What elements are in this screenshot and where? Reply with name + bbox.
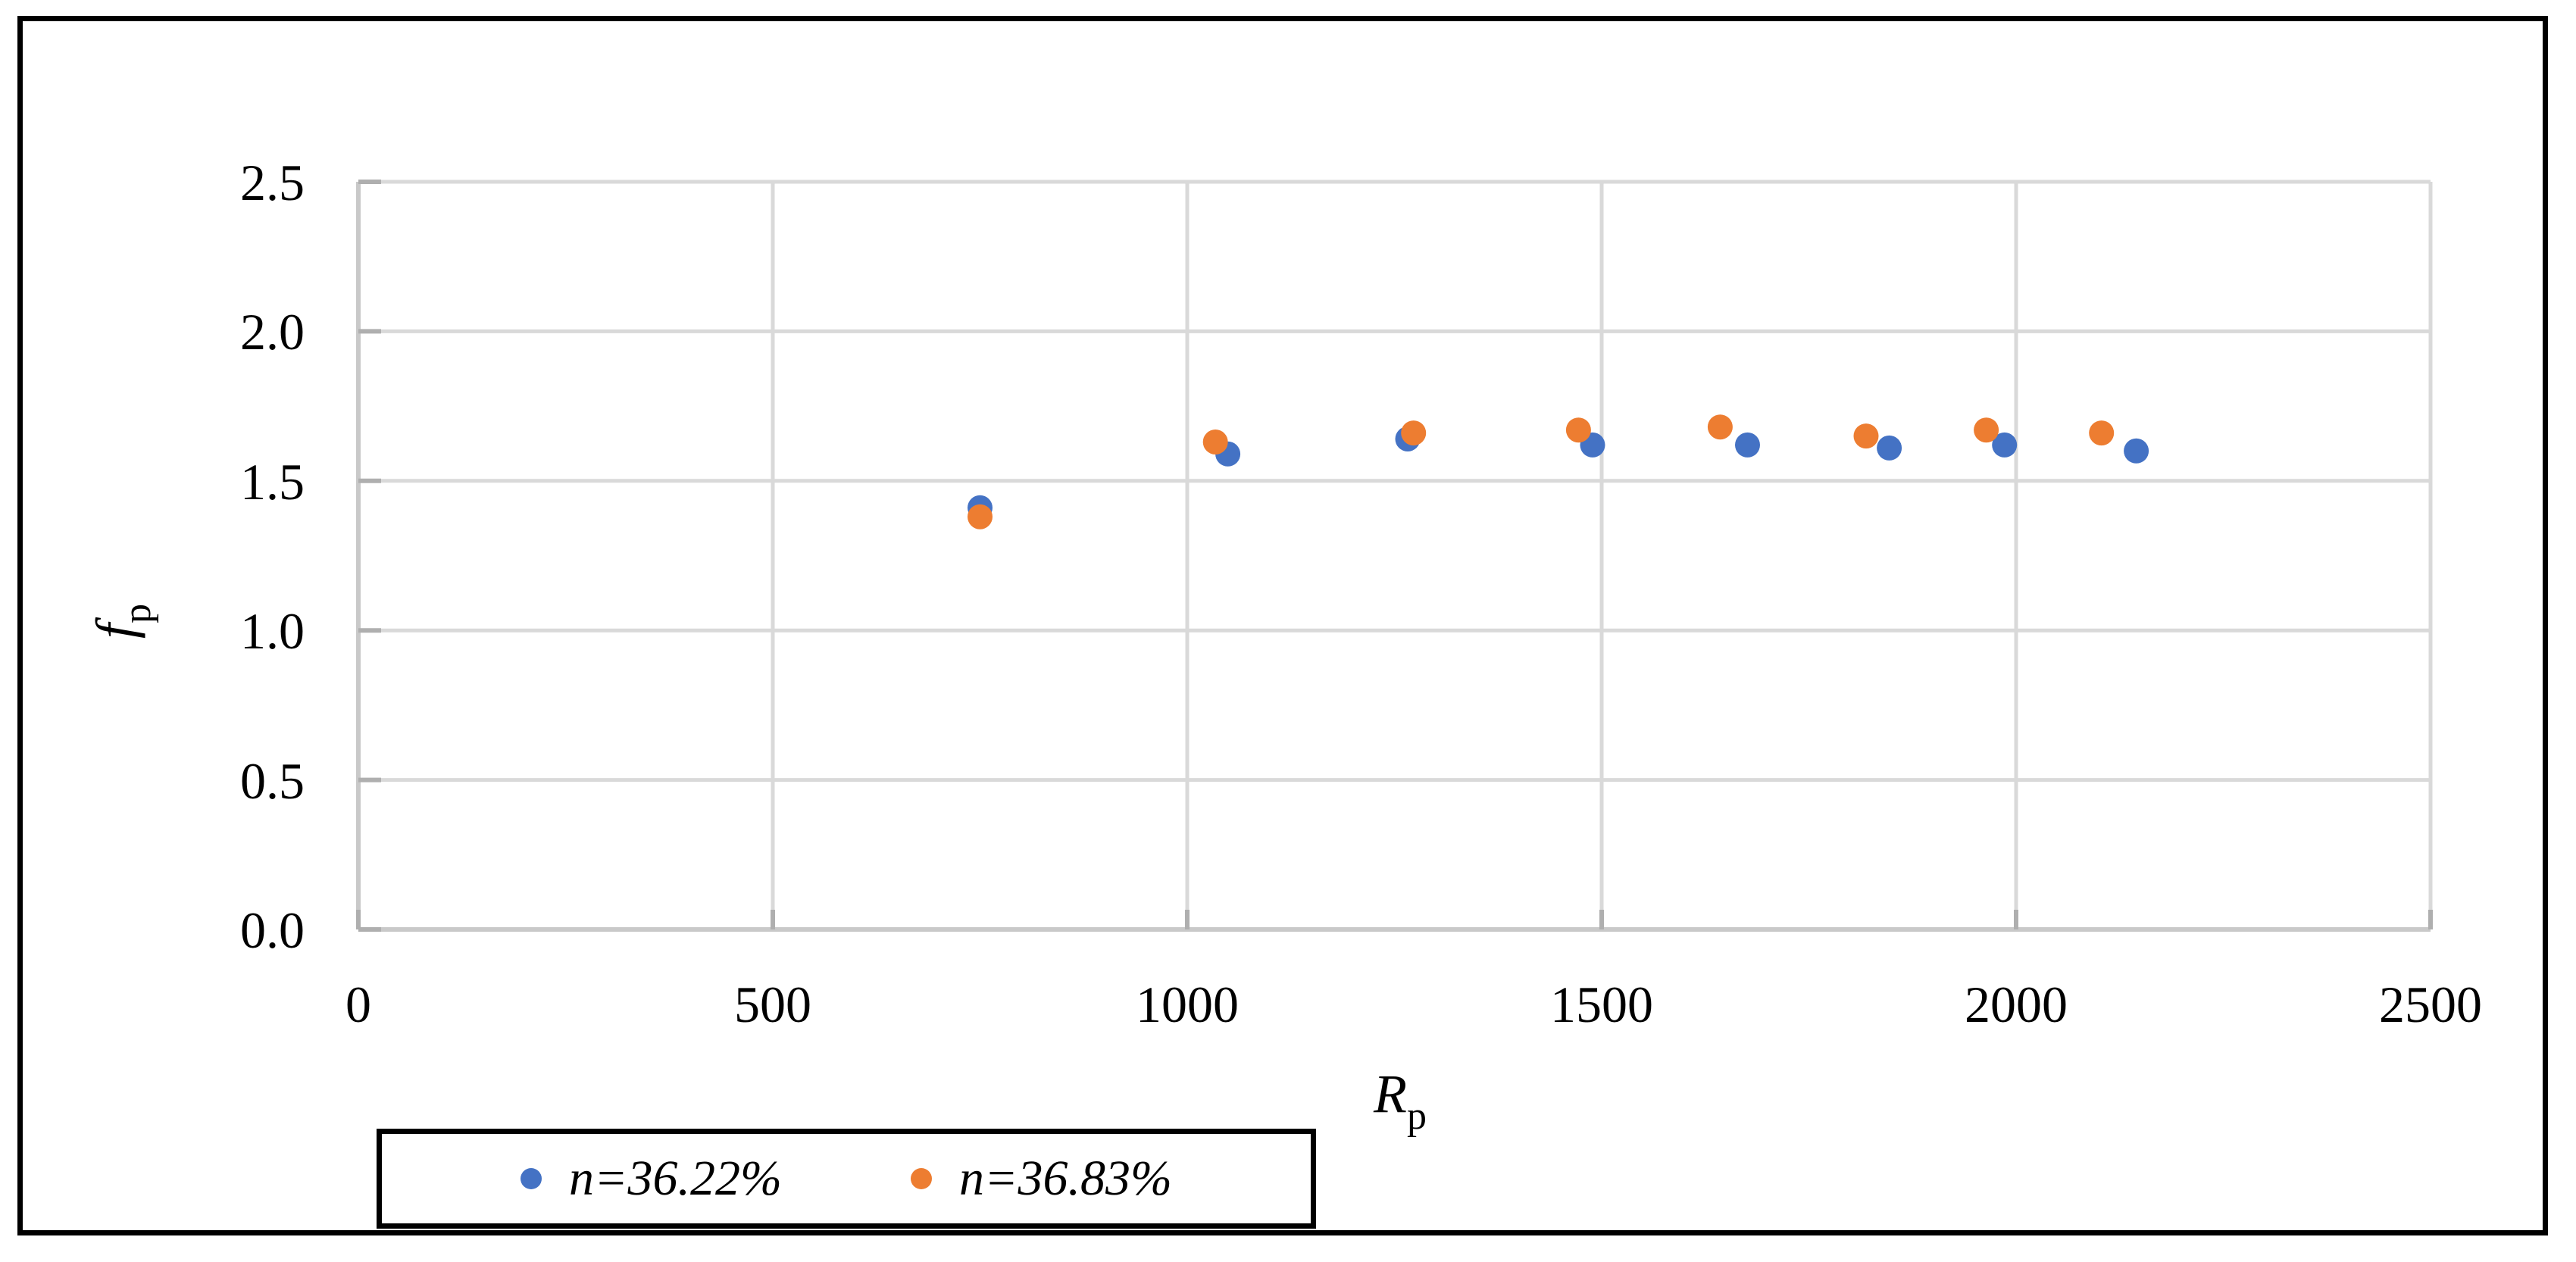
data-point-series2: [1565, 417, 1591, 443]
legend-marker-series2-icon: [911, 1168, 932, 1189]
y-tick-label: 2.5: [240, 154, 305, 211]
y-axis-title-subscript: p: [116, 603, 159, 623]
data-point-series2: [1974, 417, 1999, 443]
x-tick-label: 1000: [1136, 976, 1239, 1033]
data-point-series1: [1735, 432, 1760, 458]
data-point-series2: [1853, 423, 1879, 449]
data-point-series1: [2124, 438, 2149, 464]
data-point-series2: [1401, 420, 1427, 446]
data-point-series1: [1992, 432, 2018, 458]
x-tick-label: 1500: [1550, 976, 1653, 1033]
x-axis-title: Rp: [1374, 1064, 1427, 1136]
y-axis-title: fp: [85, 604, 159, 639]
y-axis-title-symbol: f: [85, 623, 145, 639]
x-axis-title-symbol: R: [1374, 1064, 1407, 1124]
legend: n=36.22% n=36.83%: [377, 1129, 1316, 1229]
data-point-series1: [1877, 435, 1902, 461]
legend-label-series1: n=36.22%: [568, 1151, 782, 1206]
y-tick-label: 2.0: [240, 303, 305, 361]
figure-border: [17, 16, 2548, 1235]
x-tick-label: 2000: [1965, 976, 2068, 1033]
x-tick-label: 0: [345, 976, 371, 1033]
legend-marker-series1-icon: [520, 1168, 542, 1189]
data-point-series2: [2089, 420, 2115, 446]
x-tick-label: 500: [734, 976, 811, 1033]
legend-label-series2: n=36.83%: [959, 1151, 1173, 1206]
x-tick-label: 2500: [2379, 976, 2482, 1033]
data-point-series2: [1202, 430, 1228, 455]
y-tick-label: 0.0: [240, 901, 305, 959]
legend-item: n=36.83%: [911, 1154, 1172, 1204]
y-tick-label: 1.5: [240, 452, 305, 511]
data-point-series2: [1707, 414, 1733, 440]
x-axis-title-subscript: p: [1406, 1095, 1427, 1138]
legend-item: n=36.22%: [520, 1151, 782, 1206]
y-tick-label: 0.5: [240, 751, 305, 810]
y-tick-label: 1.0: [240, 602, 305, 661]
data-point-series2: [968, 504, 993, 529]
